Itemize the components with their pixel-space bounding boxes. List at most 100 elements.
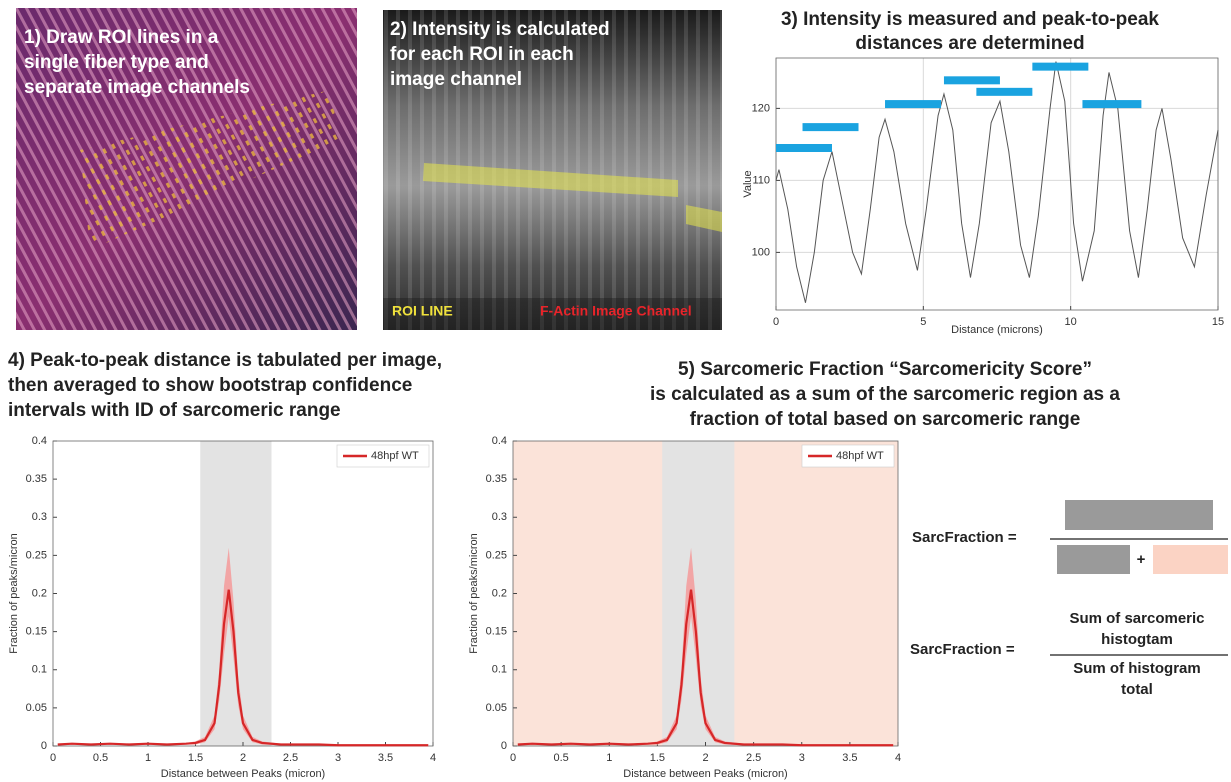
- formula-lhs: SarcFraction =: [910, 641, 1015, 658]
- x-tick-label: 2.5: [746, 752, 761, 764]
- chart-title: 3) Intensity is measured and peak-to-pea…: [781, 9, 1159, 30]
- y-tick-label: 0.2: [32, 587, 47, 599]
- y-tick-label: 0.25: [486, 549, 507, 561]
- peak-interval: [776, 144, 832, 152]
- nonsarcomeric-block: [1153, 545, 1228, 574]
- chart-title: intervals with ID of sarcomeric range: [8, 400, 341, 421]
- plot-frame: [52, 440, 434, 747]
- y-tick-label: 0.15: [26, 626, 47, 638]
- x-tick-label: 10: [1065, 316, 1077, 328]
- legend-label: 48hpf WT: [836, 450, 884, 462]
- x-tick-label: 0.5: [93, 752, 108, 764]
- peak-interval: [976, 87, 1033, 96]
- y-tick-label: 0.3: [32, 511, 47, 523]
- plot-frame: [512, 440, 899, 747]
- series-line: [517, 589, 894, 747]
- image-label: F-Actin Image Channel: [540, 303, 692, 319]
- panel-title: separate image channels: [24, 77, 250, 98]
- y-tick-label: 110: [752, 174, 770, 186]
- y-axis-label: Fraction of peaks/micron: [468, 533, 480, 653]
- y-tick-label: 0.05: [486, 702, 507, 714]
- y-axis-label: Fraction of peaks/micron: [8, 533, 20, 653]
- roi-overlay: [80, 90, 340, 250]
- chart-title: 5) Sarcomeric Fraction “Sarcomericity Sc…: [678, 359, 1092, 380]
- peak-interval: [885, 100, 942, 109]
- image-label: ROI LINE: [392, 303, 453, 319]
- chart-title: 4) Peak-to-peak distance is tabulated pe…: [8, 350, 442, 371]
- x-tick-label: 15: [1212, 316, 1224, 328]
- panel-2-image: [383, 10, 722, 330]
- panel-title: single fiber type and: [24, 52, 209, 73]
- panel-title: 1) Draw ROI lines in a: [24, 27, 219, 48]
- panel-title: 2) Intensity is calculated: [390, 19, 610, 40]
- panel-title: for each ROI in each: [390, 44, 574, 65]
- sarcomeric-range: [662, 441, 735, 746]
- x-tick-label: 3: [799, 752, 805, 764]
- x-tick-label: 2: [240, 752, 246, 764]
- formula-denominator: total: [1121, 681, 1153, 698]
- y-tick-label: 0.4: [492, 435, 507, 447]
- peak-interval: [1032, 62, 1089, 71]
- x-tick-label: 2: [702, 752, 708, 764]
- legend-box: [801, 444, 895, 468]
- panel-1-image: [16, 8, 357, 330]
- y-tick-label: 0.1: [492, 664, 507, 676]
- chart: 5) Sarcomeric Fraction “Sarcomericity Sc…: [468, 359, 1120, 780]
- panel-title: image channel: [390, 69, 522, 90]
- x-tick-label: 0.5: [553, 752, 568, 764]
- y-tick-label: 0.25: [26, 549, 47, 561]
- label-strip: [383, 298, 722, 330]
- legend-label: 48hpf WT: [371, 450, 419, 462]
- x-axis-label: Distance between Peaks (micron): [623, 768, 787, 780]
- legend-box: [336, 444, 430, 468]
- x-axis-label: Distance (microns): [951, 324, 1043, 336]
- roi-line: [686, 205, 722, 232]
- roi-line: [423, 163, 678, 197]
- y-tick-label: 0.05: [26, 702, 47, 714]
- formula-plus: +: [1137, 551, 1146, 568]
- y-tick-label: 0.35: [26, 473, 47, 485]
- x-tick-label: 4: [895, 752, 901, 764]
- formula-numerator: histogtam: [1101, 631, 1173, 648]
- sarcomeric-block: [1057, 545, 1130, 574]
- x-tick-label: 3: [335, 752, 341, 764]
- x-tick-label: 4: [430, 752, 436, 764]
- plot-frame: [775, 57, 1219, 311]
- chart: 3) Intensity is measured and peak-to-pea…: [742, 9, 1224, 336]
- series-line: [775, 61, 1219, 303]
- x-tick-label: 2.5: [283, 752, 298, 764]
- series-line: [57, 589, 429, 747]
- chart-title: fraction of total based on sarcomeric ra…: [690, 409, 1081, 430]
- sarcomeric-range: [200, 441, 272, 746]
- chart-title: is calculated as a sum of the sarcomeric…: [650, 384, 1120, 405]
- formula-shapes: [1050, 500, 1228, 656]
- y-tick-label: 0: [501, 740, 507, 752]
- y-tick-label: 0.3: [492, 511, 507, 523]
- chart-title: then averaged to show bootstrap confiden…: [8, 375, 412, 396]
- x-axis-label: Distance between Peaks (micron): [161, 768, 325, 780]
- x-tick-label: 3.5: [378, 752, 393, 764]
- peak-interval: [1082, 100, 1142, 109]
- y-axis-label: Value: [742, 170, 754, 197]
- x-tick-label: 5: [920, 316, 926, 328]
- chart-title: distances are determined: [855, 33, 1084, 54]
- y-tick-label: 100: [752, 246, 770, 258]
- x-tick-label: 1: [606, 752, 612, 764]
- x-tick-label: 0: [510, 752, 516, 764]
- formula-numerator: Sum of sarcomeric: [1069, 610, 1204, 627]
- peak-interval: [943, 76, 1000, 85]
- y-tick-label: 0.35: [486, 473, 507, 485]
- sarcomeric-block: [1065, 500, 1213, 530]
- x-tick-label: 3.5: [842, 752, 857, 764]
- y-tick-label: 0.1: [32, 664, 47, 676]
- y-tick-label: 0.4: [32, 435, 47, 447]
- y-tick-label: 0: [41, 740, 47, 752]
- x-tick-label: 0: [773, 316, 779, 328]
- x-tick-label: 1.5: [188, 752, 203, 764]
- formula-lhs: SarcFraction =: [912, 529, 1017, 546]
- chart: 4) Peak-to-peak distance is tabulated pe…: [8, 350, 442, 780]
- x-tick-label: 1: [145, 752, 151, 764]
- y-tick-label: 0.15: [486, 626, 507, 638]
- y-tick-label: 120: [752, 102, 770, 114]
